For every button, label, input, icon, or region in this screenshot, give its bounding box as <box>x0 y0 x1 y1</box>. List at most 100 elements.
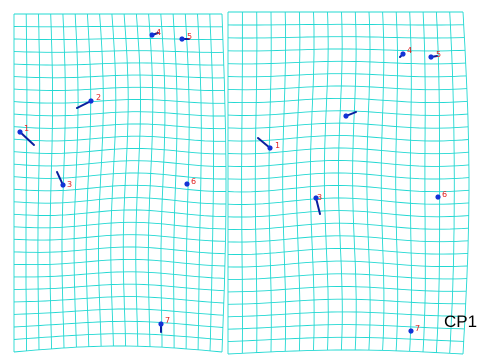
left-grid-vertical-line <box>85 13 92 347</box>
left-grid-vertical-line <box>221 13 227 353</box>
left-landmark-3-label: 3 <box>67 180 72 189</box>
left-landmark-6-point <box>184 181 190 187</box>
right-grid-vertical-line <box>309 11 315 351</box>
right-grid-vertical-line <box>254 11 258 353</box>
left-grid-horizontal-line <box>13 50 224 53</box>
left-grid-horizontal-line <box>13 172 226 180</box>
right-grid-horizontal-line <box>227 122 469 129</box>
right-grid-horizontal-line <box>227 147 469 155</box>
right-landmark-3-point <box>313 195 319 201</box>
right-grid-vertical-line <box>462 11 470 355</box>
right-grid-horizontal-line <box>227 349 464 355</box>
figure-caption: CP1 <box>444 312 478 331</box>
left-grid-vertical-line <box>25 13 28 351</box>
right-landmark-6-label: 6 <box>442 190 447 199</box>
right-grid-horizontal-line <box>227 286 467 293</box>
left-grid-horizontal-line <box>13 234 226 242</box>
left-grid-horizontal-line <box>13 184 226 192</box>
right-grid-horizontal-line <box>227 210 469 218</box>
right-landmark-5-label: 5 <box>436 50 441 59</box>
left-grid-vertical-line <box>61 13 66 349</box>
right-grid-vertical-line <box>449 11 455 354</box>
left-grid-vertical-line <box>73 13 79 348</box>
left-grid-vertical-line <box>209 13 214 351</box>
left-grid-horizontal-line <box>13 99 225 104</box>
left-grid-horizontal-line <box>13 345 223 353</box>
right-landmark-3-label: 3 <box>317 193 322 202</box>
right-grid-horizontal-line <box>227 235 469 243</box>
right-grid-vertical-line <box>422 11 426 352</box>
left-grid-horizontal-line <box>14 283 225 292</box>
right-grid-horizontal-line <box>227 135 469 142</box>
right-landmarks: 1 3 4 5 6 7 <box>257 46 447 334</box>
left-landmark-3-point <box>60 182 66 188</box>
right-grid-vertical-line <box>323 11 329 351</box>
left-grid-horizontal-line <box>13 74 225 79</box>
right-landmark-5-point <box>428 54 434 60</box>
right-grid-horizontal-line <box>227 97 468 104</box>
left-grid-horizontal-line <box>14 271 225 279</box>
right-landmark-1-point <box>267 145 273 151</box>
right-landmark-4-point <box>400 51 406 57</box>
left-grid-horizontal-line <box>13 296 224 304</box>
right-grid-horizontal-line <box>227 336 464 343</box>
right-grid-vertical-line <box>352 11 357 351</box>
left-landmark-1-point <box>17 129 23 135</box>
left-grid-horizontal-line <box>13 147 226 155</box>
right-landmark-6-point <box>435 194 441 200</box>
left-grid-horizontal-line <box>13 197 226 205</box>
right-grid-horizontal-line <box>228 273 467 280</box>
right-grid-horizontal-line <box>227 160 469 168</box>
right-landmark-7-point <box>408 328 414 334</box>
left-grid-horizontal-line <box>13 86 225 92</box>
left-grid-horizontal-line <box>13 320 223 328</box>
left-landmark-7-label: 7 <box>165 316 170 325</box>
left-grid-vertical-line <box>160 13 166 348</box>
left-grid-vertical-line <box>135 13 141 347</box>
right-grid-horizontal-line <box>227 110 468 116</box>
left-grid-horizontal-line <box>13 135 226 142</box>
left-landmark-5-point <box>179 36 185 42</box>
left-landmark-2-label: 2 <box>96 93 101 102</box>
left-landmark-2-displacement <box>76 100 92 109</box>
right-grid-horizontal-line <box>227 60 466 65</box>
left-deformation-grid <box>13 13 227 353</box>
right-landmark-1-displacement <box>257 137 271 149</box>
right-landmark-7-label: 7 <box>415 324 420 333</box>
left-grid-vertical-line <box>172 13 178 348</box>
right-grid-horizontal-line <box>227 48 466 52</box>
right-grid-horizontal-line <box>227 23 464 26</box>
left-landmark-1-displacement <box>19 131 35 146</box>
right-grid-horizontal-line <box>227 36 465 39</box>
right-grid-horizontal-line <box>227 298 466 305</box>
right-grid-horizontal-line <box>227 248 468 255</box>
right-grid-horizontal-line <box>227 260 468 268</box>
left-grid-horizontal-line <box>13 160 226 167</box>
left-grid-horizontal-line <box>13 209 226 217</box>
left-grid-vertical-line <box>37 13 41 350</box>
right-grid-horizontal-line <box>227 222 469 231</box>
left-grid-horizontal-line <box>13 221 226 230</box>
right-grid-horizontal-line <box>227 311 466 318</box>
right-grid-horizontal-line <box>227 185 470 193</box>
right-grid-horizontal-line <box>227 324 465 330</box>
right-grid-vertical-line <box>380 11 385 351</box>
right-grid-vertical-line <box>395 11 399 351</box>
left-grid-vertical-line <box>98 13 104 347</box>
right-landmark-1-label: 1 <box>275 141 280 150</box>
right-grid-vertical-line <box>268 11 272 352</box>
right-grid-vertical-line <box>409 11 412 352</box>
left-landmark-4-point <box>149 32 155 38</box>
left-landmark-7-point <box>158 321 164 327</box>
left-grid-horizontal-line <box>13 25 223 28</box>
left-grid-horizontal-line <box>13 308 224 316</box>
right-landmark-4-label: 4 <box>407 46 412 55</box>
right-landmark-2-point <box>343 113 349 119</box>
right-deformation-grid <box>227 11 470 355</box>
right-grid-vertical-line <box>296 11 301 351</box>
left-landmark-1-label: 1 <box>24 124 29 133</box>
left-grid-horizontal-line <box>13 333 223 341</box>
right-grid-horizontal-line <box>227 197 469 205</box>
left-landmark-4-label: 4 <box>156 28 161 37</box>
